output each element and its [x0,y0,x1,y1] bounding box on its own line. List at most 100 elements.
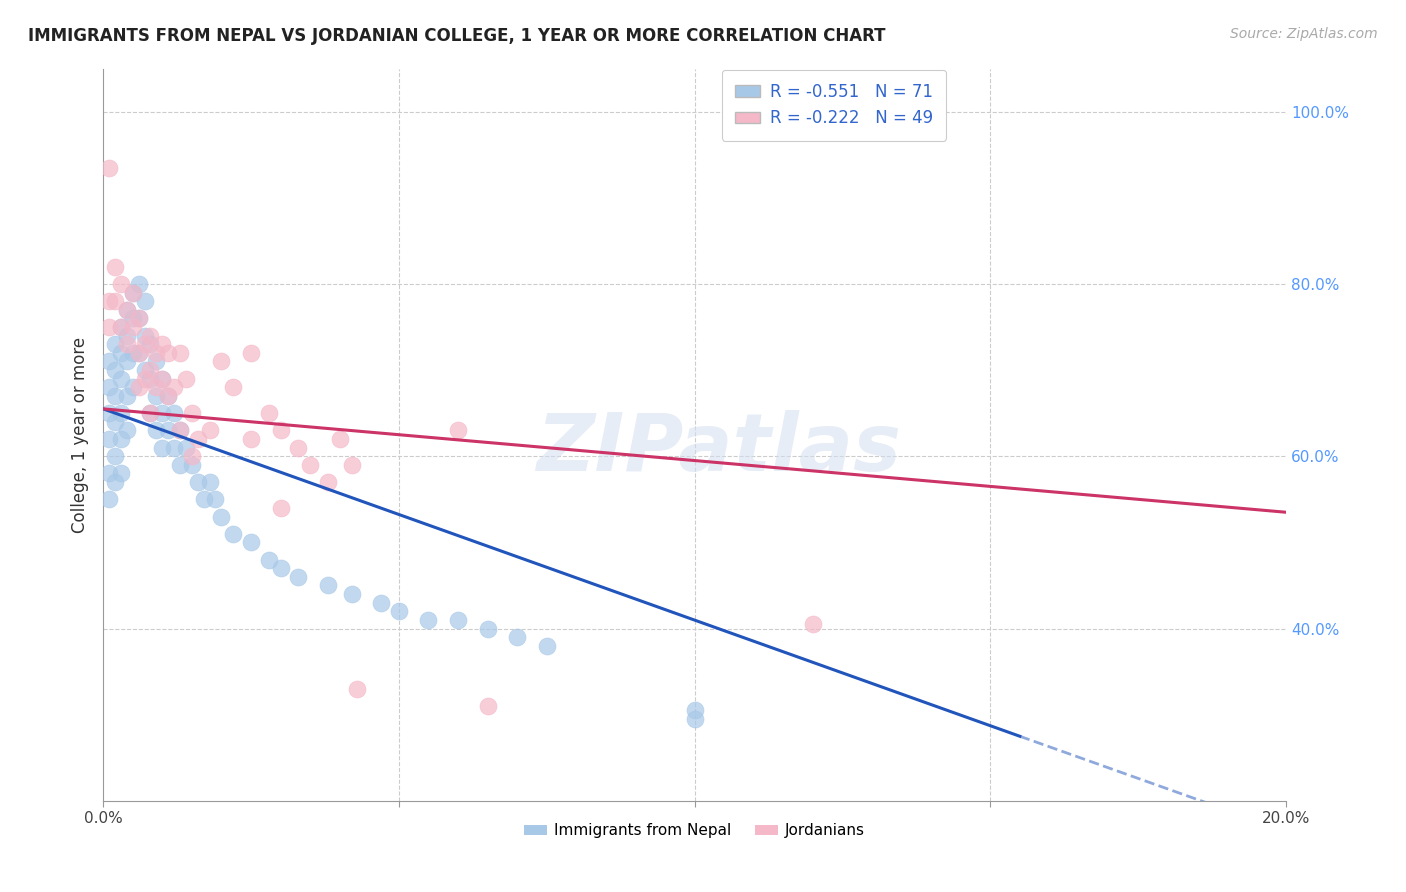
Point [128,311,150,326]
Point [134,337,156,351]
Point [104,415,127,429]
Point [104,475,127,489]
Point [536,639,558,653]
Point [683,712,706,726]
Legend: Immigrants from Nepal, Jordanians: Immigrants from Nepal, Jordanians [517,817,872,845]
Point [506,630,529,644]
Point [418,613,440,627]
Point [316,475,339,489]
Point [134,328,156,343]
Point [270,561,292,575]
Point [346,681,368,696]
Point [145,354,167,368]
Point [163,406,186,420]
Y-axis label: College, 1 year or more: College, 1 year or more [72,336,89,533]
Point [145,424,167,438]
Point [447,424,470,438]
Point [145,346,167,360]
Point [98,320,121,334]
Text: ZIPatlas: ZIPatlas [536,410,901,488]
Point [180,458,202,472]
Point [104,294,127,309]
Point [174,372,197,386]
Point [169,424,191,438]
Point [204,492,226,507]
Point [209,354,232,368]
Point [139,406,162,420]
Point [388,604,411,618]
Point [134,294,156,309]
Point [115,302,138,317]
Point [110,372,132,386]
Point [121,285,143,300]
Point [98,161,121,175]
Point [257,406,280,420]
Point [110,320,132,334]
Point [157,346,180,360]
Point [128,380,150,394]
Point [287,570,309,584]
Point [104,449,127,463]
Point [150,406,173,420]
Point [134,363,156,377]
Point [98,406,121,420]
Point [169,346,191,360]
Point [198,475,221,489]
Point [139,406,162,420]
Point [157,424,180,438]
Point [316,578,339,592]
Point [110,467,132,481]
Point [299,458,322,472]
Point [477,699,499,714]
Point [128,311,150,326]
Point [163,441,186,455]
Point [209,509,232,524]
Point [150,337,173,351]
Point [98,492,121,507]
Point [98,380,121,394]
Point [157,389,180,403]
Point [115,302,138,317]
Point [121,380,143,394]
Point [139,337,162,351]
Point [110,277,132,291]
Point [163,380,186,394]
Point [145,380,167,394]
Point [257,552,280,566]
Point [169,458,191,472]
Point [240,346,263,360]
Point [187,432,209,446]
Point [110,346,132,360]
Point [139,372,162,386]
Point [98,432,121,446]
Point [115,328,138,343]
Point [270,424,292,438]
Point [139,328,162,343]
Point [340,458,363,472]
Point [329,432,352,446]
Point [240,535,263,549]
Point [115,389,138,403]
Point [287,441,309,455]
Point [174,441,197,455]
Point [115,424,138,438]
Point [121,285,143,300]
Point [134,372,156,386]
Point [110,406,132,420]
Point [121,311,143,326]
Point [128,346,150,360]
Point [198,424,221,438]
Point [240,432,263,446]
Point [104,260,127,274]
Point [115,354,138,368]
Point [139,363,162,377]
Point [121,346,143,360]
Point [98,467,121,481]
Point [128,346,150,360]
Point [104,363,127,377]
Point [121,320,143,334]
Text: IMMIGRANTS FROM NEPAL VS JORDANIAN COLLEGE, 1 YEAR OR MORE CORRELATION CHART: IMMIGRANTS FROM NEPAL VS JORDANIAN COLLE… [28,27,886,45]
Point [150,441,173,455]
Point [187,475,209,489]
Point [222,526,245,541]
